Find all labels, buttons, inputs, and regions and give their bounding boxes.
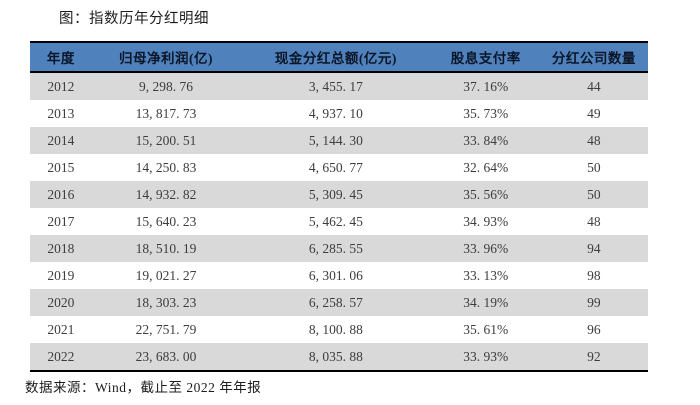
table-row-2013: 2013 13, 817. 73 4, 937. 10 35. 73% 49 (30, 100, 648, 127)
table-row-2015: 2015 14, 250. 83 4, 650. 77 32. 64% 50 (30, 154, 648, 181)
data-source-note: 数据来源：Wind，截止至 2022 年年报 (25, 380, 262, 395)
year-cell: 2016 (47, 186, 75, 202)
table-row-2017: 2017 15, 640. 23 5, 462. 45 34. 93% 48 (30, 208, 648, 235)
company-count-cell: 50 (587, 159, 601, 175)
cash-dividend-cell: 6, 301. 06 (308, 267, 363, 283)
year-cell: 2019 (47, 267, 75, 283)
year-cell: 2018 (47, 240, 75, 256)
net-profit-cell: 15, 640. 23 (135, 213, 197, 229)
payout-ratio-cell: 35. 73% (463, 105, 509, 121)
figure-title: 图：指数历年分红明细 (59, 11, 209, 27)
cash-dividend-cell: 5, 462. 45 (308, 213, 363, 229)
col-header-net-profit: 归母净利润(亿) (91, 41, 241, 73)
year-cell: 2022 (30, 343, 92, 372)
year-cell: 2014 (47, 132, 75, 148)
net-profit-cell: 15, 200. 51 (135, 132, 197, 148)
cash-dividend-cell: 3, 455. 17 (308, 78, 363, 94)
year-cell: 2013 (47, 105, 75, 121)
payout-ratio-cell: 37. 16% (463, 78, 509, 94)
payout-ratio-cell: 34. 93% (463, 213, 509, 229)
company-count-cell: 92 (539, 343, 648, 372)
cash-dividend-cell: 4, 937. 10 (308, 105, 363, 121)
company-count-cell: 50 (587, 186, 601, 202)
table-row-2012: 2012 9, 298. 76 3, 455. 17 37. 16% 44 (30, 72, 648, 100)
table-header-row: 年度 归母净利润(亿) 现金分红总额(亿元) 股息支付率 分红公司数量 (30, 41, 648, 73)
net-profit-cell: 19, 021. 27 (135, 267, 197, 283)
net-profit-cell: 13, 817. 73 (135, 105, 197, 121)
net-profit-cell: 9, 298. 76 (138, 78, 193, 94)
col-header-company-count: 分红公司数量 (539, 41, 648, 73)
company-count-cell: 49 (587, 105, 601, 121)
company-count-cell: 44 (587, 78, 601, 94)
cash-dividend-cell: 4, 650. 77 (308, 159, 363, 175)
net-profit-cell: 18, 303. 23 (135, 294, 197, 310)
net-profit-cell: 18, 510. 19 (135, 240, 197, 256)
net-profit-cell: 14, 250. 83 (135, 159, 197, 175)
company-count-cell: 96 (587, 321, 601, 337)
payout-ratio-cell: 34. 19% (463, 294, 509, 310)
cash-dividend-cell: 5, 309. 45 (308, 186, 363, 202)
table-row-2016: 2016 14, 932. 82 5, 309. 45 35. 56% 50 (30, 181, 648, 208)
payout-ratio-cell: 33. 93% (431, 343, 540, 372)
payout-ratio-cell: 35. 61% (463, 321, 509, 337)
net-profit-cell: 14, 932. 82 (135, 186, 197, 202)
company-count-cell: 48 (587, 132, 601, 148)
year-cell: 2021 (47, 321, 75, 337)
net-profit-cell: 22, 751. 79 (135, 321, 197, 337)
cash-dividend-cell: 5, 144. 30 (308, 132, 363, 148)
year-cell: 2015 (47, 159, 75, 175)
cash-dividend-cell: 6, 258. 57 (308, 294, 363, 310)
company-count-cell: 98 (587, 267, 601, 283)
cash-dividend-cell: 6, 285. 55 (308, 240, 363, 256)
payout-ratio-cell: 33. 84% (463, 132, 509, 148)
dividend-history-table: 年度 归母净利润(亿) 现金分红总额(亿元) 股息支付率 分红公司数量 2012… (30, 41, 648, 372)
table-row-2019: 2019 19, 021. 27 6, 301. 06 33. 13% 98 (30, 262, 648, 289)
year-cell: 2012 (47, 78, 75, 94)
payout-ratio-cell: 33. 96% (463, 240, 509, 256)
col-header-payout-ratio: 股息支付率 (431, 41, 540, 73)
net-profit-cell: 23, 683. 00 (91, 343, 241, 372)
table-row-2018: 2018 18, 510. 19 6, 285. 55 33. 96% 94 (30, 235, 648, 262)
payout-ratio-cell: 35. 56% (463, 186, 509, 202)
cash-dividend-cell: 8, 035. 88 (240, 343, 432, 372)
col-header-cash-dividend: 现金分红总额(亿元) (240, 41, 432, 73)
year-cell: 2020 (47, 294, 75, 310)
col-header-year: 年度 (30, 41, 92, 73)
year-cell: 2017 (47, 213, 75, 229)
table-row-2021: 2021 22, 751. 79 8, 100. 88 35. 61% 96 (30, 316, 648, 343)
company-count-cell: 99 (587, 294, 601, 310)
cash-dividend-cell: 8, 100. 88 (308, 321, 363, 337)
table-row-2014: 2014 15, 200. 51 5, 144. 30 33. 84% 48 (30, 127, 648, 154)
payout-ratio-cell: 33. 13% (463, 267, 509, 283)
table-row-2020: 2020 18, 303. 23 6, 258. 57 34. 19% 99 (30, 289, 648, 316)
payout-ratio-cell: 32. 64% (463, 159, 509, 175)
company-count-cell: 48 (587, 213, 601, 229)
company-count-cell: 94 (587, 240, 601, 256)
table-row-2022: 2022 23, 683. 00 8, 035. 88 33. 93% 92 (30, 343, 648, 372)
